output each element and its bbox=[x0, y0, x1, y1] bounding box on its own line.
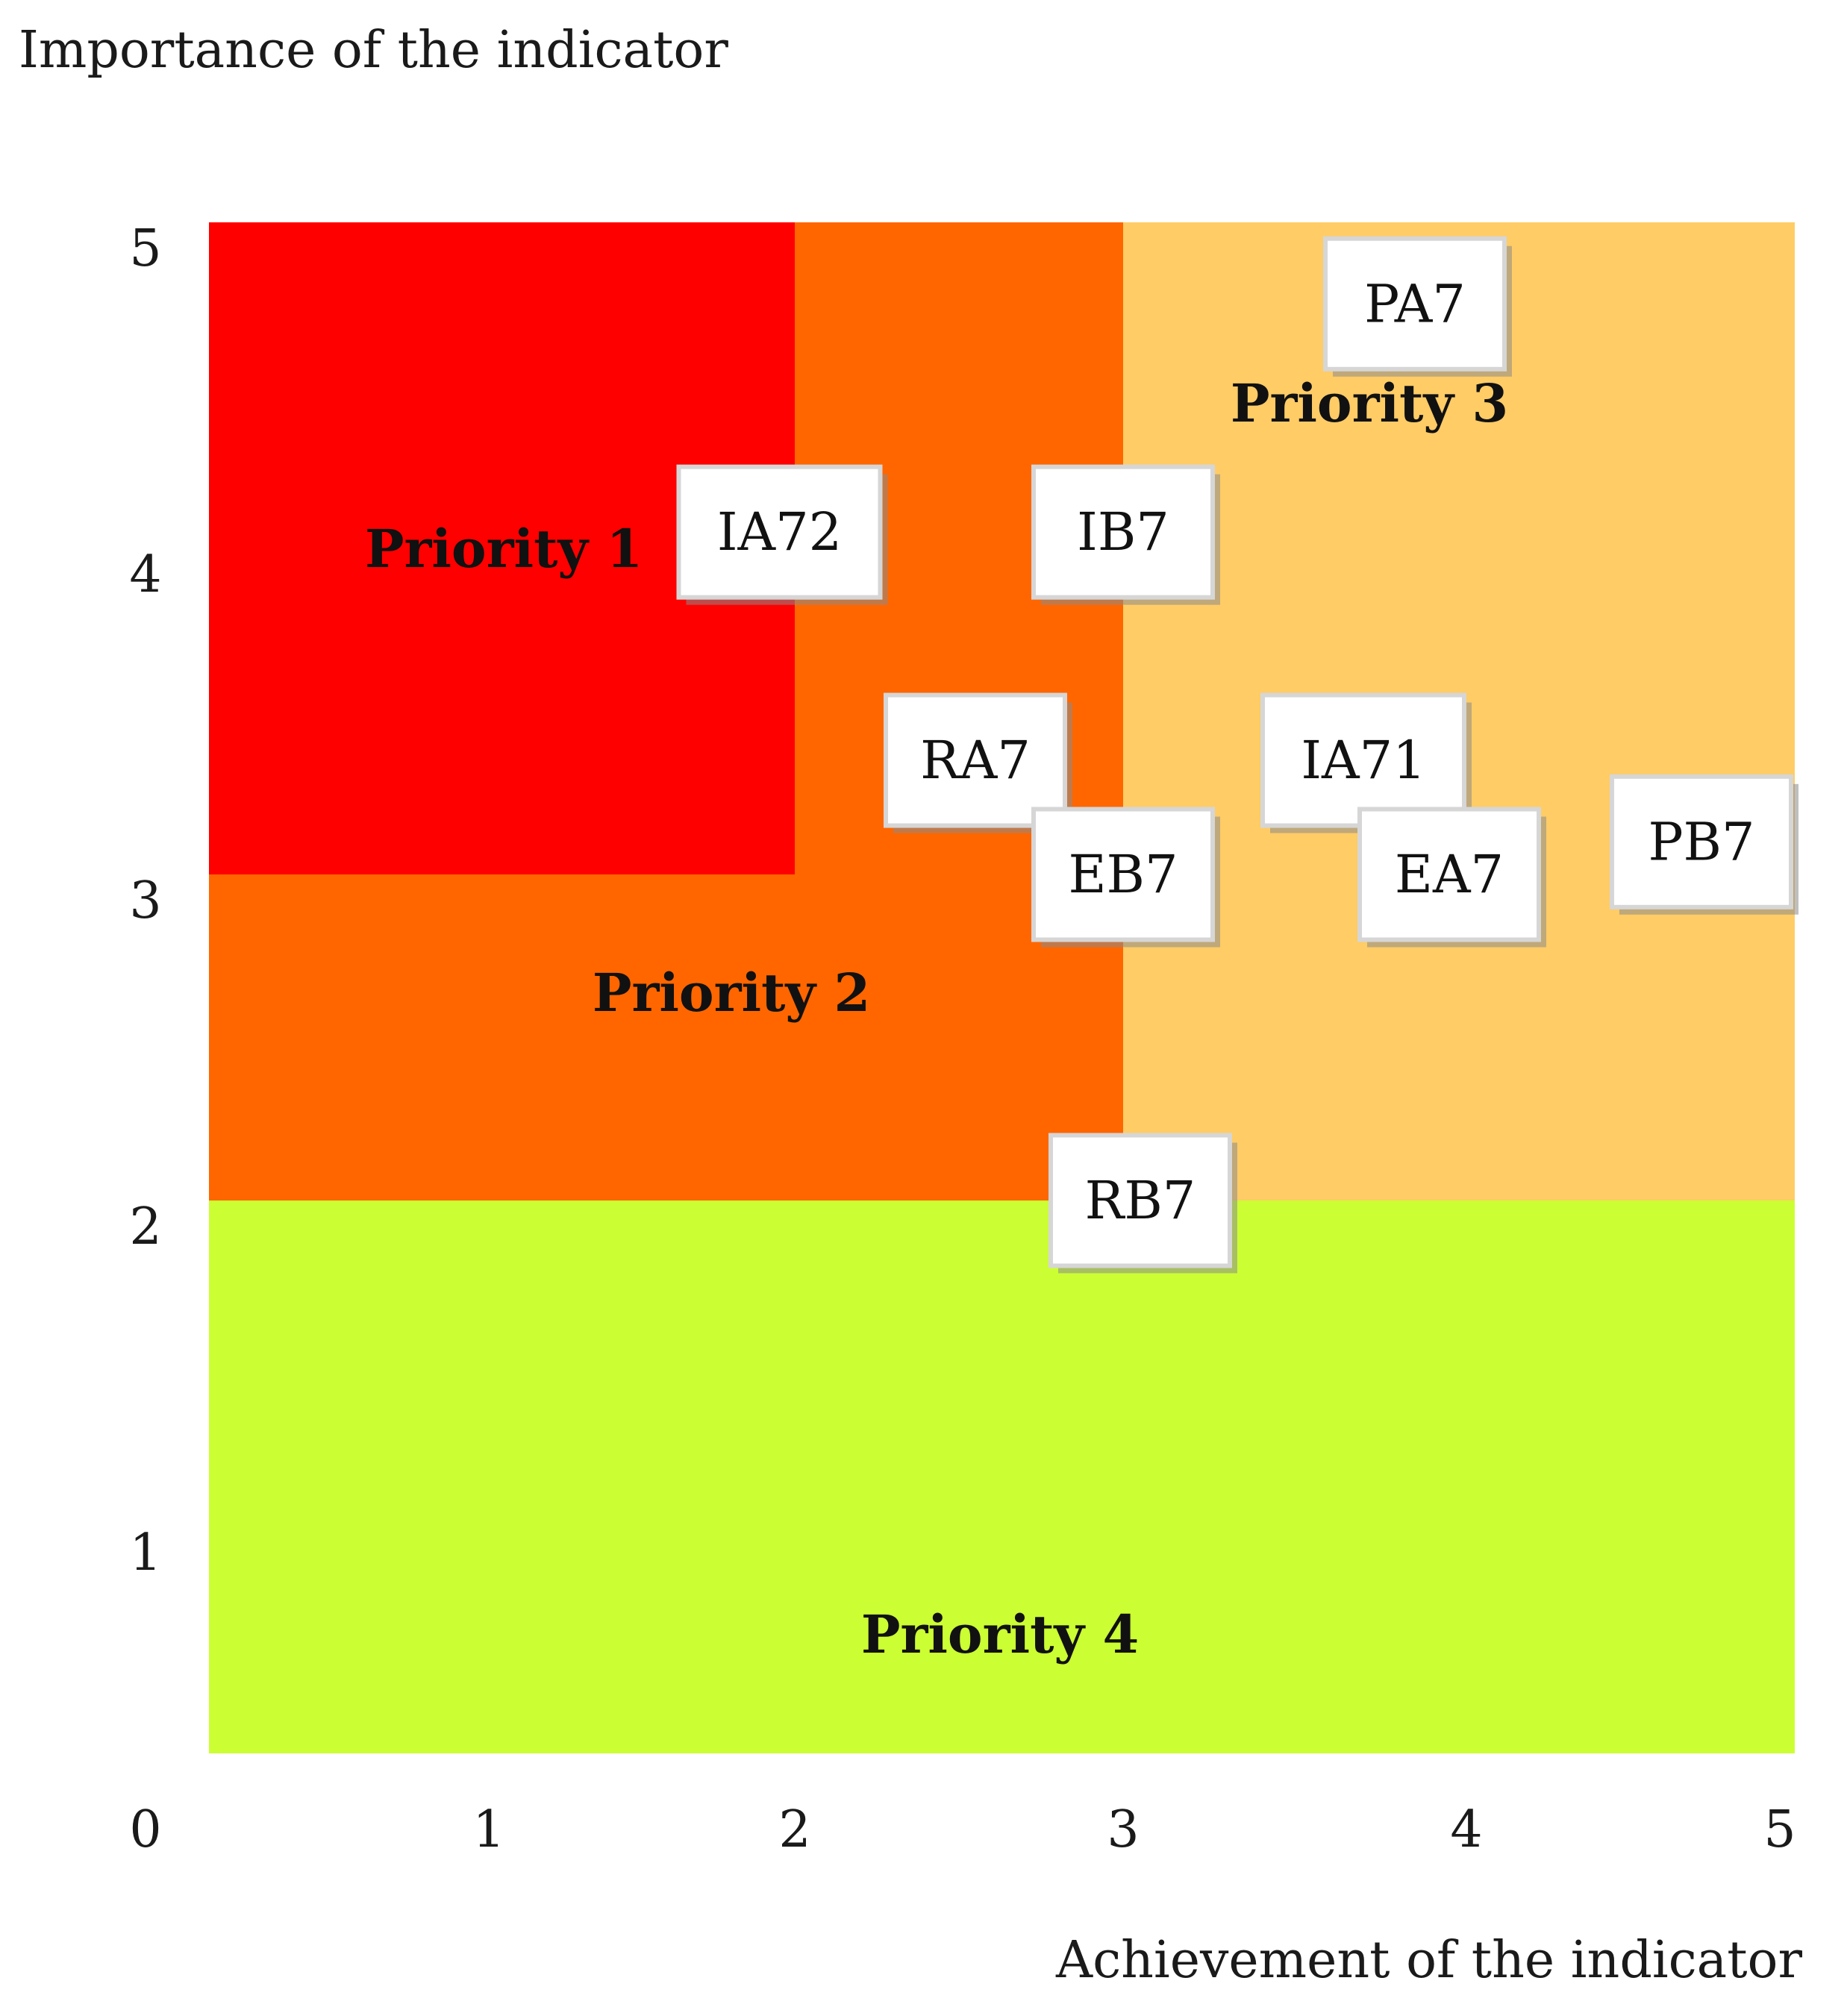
x-tick-label: 4 bbox=[1450, 1800, 1482, 1859]
zone-label-4: Priority 4 bbox=[861, 1603, 1139, 1665]
point-ia72: IA72 bbox=[676, 464, 888, 605]
point-label: PA7 bbox=[1364, 273, 1466, 334]
y-tick-label: 3 bbox=[129, 871, 161, 930]
y-tick-label: 1 bbox=[129, 1524, 161, 1583]
zone-label-3: Priority 3 bbox=[1231, 372, 1508, 434]
x-axis-title: Achievement of the indicator bbox=[1055, 1931, 1803, 1990]
zone-labels: Priority 1 Priority 2 Priority 3 Priority 4 bbox=[365, 372, 1508, 1665]
point-pa7: PA7 bbox=[1323, 236, 1512, 377]
data-point-labels: PA7 IA72 IB7 RA7 IA71 EB7 EA7 PB7 RB7 bbox=[676, 236, 1798, 1274]
point-eb7: EB7 bbox=[1031, 807, 1220, 948]
zone-label-1: Priority 1 bbox=[365, 518, 643, 580]
y-tick-label: 4 bbox=[129, 545, 161, 604]
point-ib7: IB7 bbox=[1031, 464, 1220, 605]
y-tick-label: 2 bbox=[129, 1198, 161, 1256]
point-label: PB7 bbox=[1648, 811, 1754, 872]
point-label: RA7 bbox=[920, 730, 1031, 791]
x-tick-label: 1 bbox=[472, 1800, 504, 1859]
point-rb7: RB7 bbox=[1048, 1133, 1237, 1274]
point-ea7: EA7 bbox=[1357, 807, 1546, 948]
x-tick-label: 2 bbox=[778, 1800, 810, 1859]
zone-label-2: Priority 2 bbox=[593, 962, 870, 1024]
x-tick-label: 5 bbox=[1763, 1800, 1796, 1859]
point-label: IA72 bbox=[717, 501, 842, 563]
priority-zones bbox=[209, 222, 1795, 1753]
point-ra7: RA7 bbox=[884, 692, 1072, 833]
point-label: EB7 bbox=[1068, 844, 1178, 905]
axis-ticks: 0 1 2 3 4 5 1 2 3 4 5 bbox=[129, 219, 1796, 1859]
y-axis-title: Importance of the indicator bbox=[19, 21, 728, 80]
point-pb7: PB7 bbox=[1610, 774, 1798, 915]
zone-priority-4 bbox=[209, 1200, 1795, 1753]
point-label: IB7 bbox=[1077, 501, 1169, 563]
x-tick-label: 3 bbox=[1107, 1800, 1139, 1859]
y-tick-label: 5 bbox=[129, 219, 161, 278]
x-tick-label: 0 bbox=[129, 1800, 161, 1859]
point-label: RB7 bbox=[1085, 1170, 1196, 1231]
point-label: EA7 bbox=[1395, 844, 1504, 905]
point-label: IA71 bbox=[1301, 730, 1425, 791]
